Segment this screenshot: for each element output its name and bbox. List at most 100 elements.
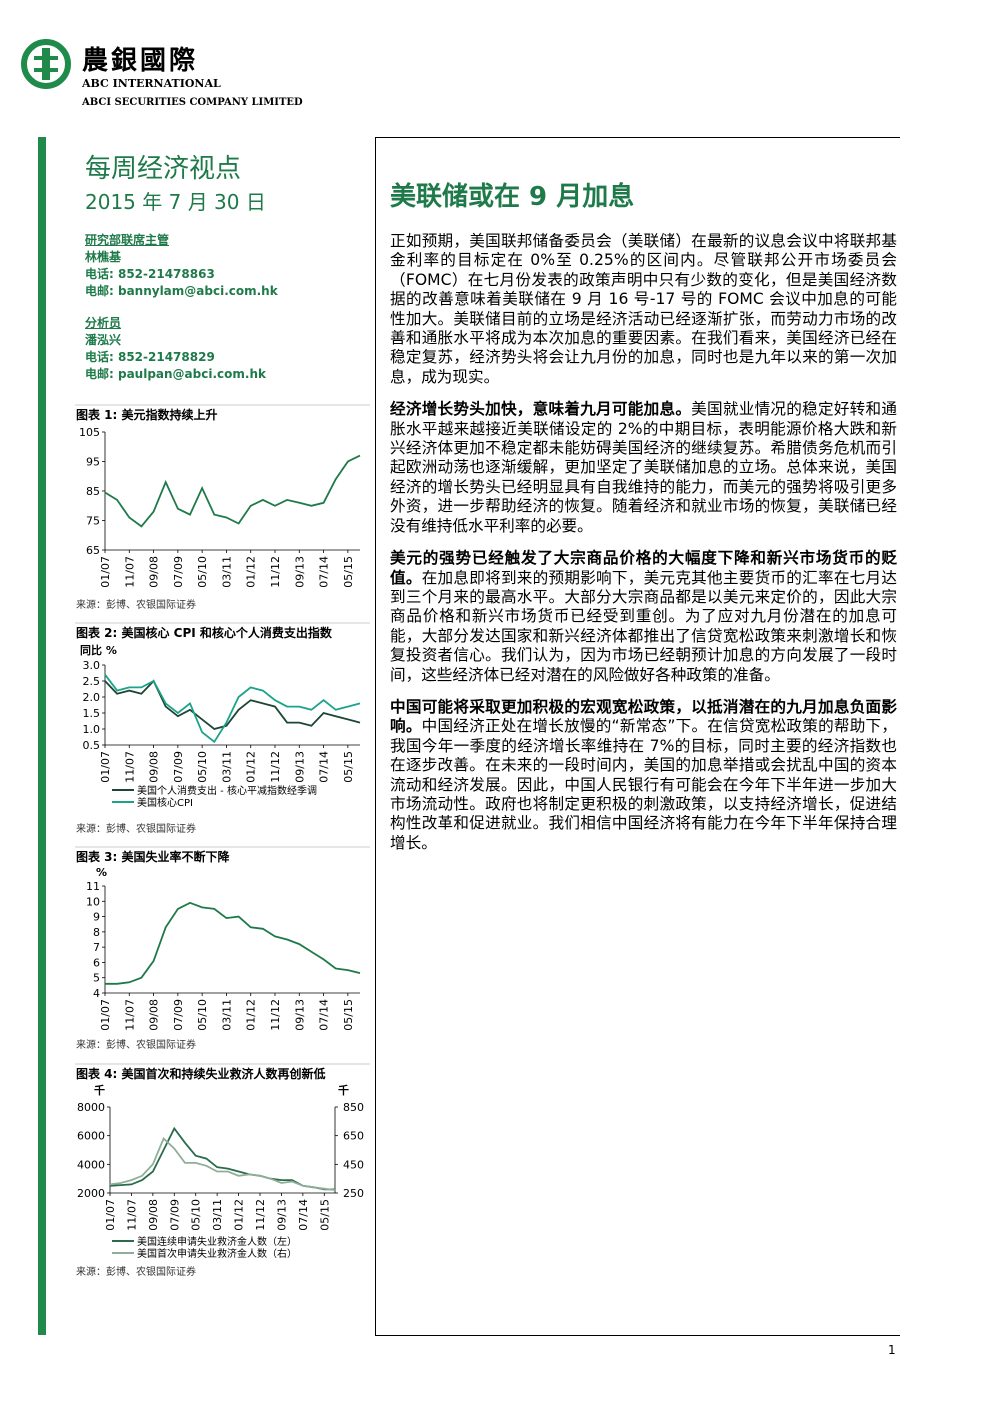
y-tick-label: 95 (86, 456, 100, 469)
x-tick-label: 11/12 (269, 999, 282, 1031)
y-tick-label: 105 (79, 426, 100, 439)
y-tick-label: 85 (86, 485, 100, 498)
x-tick-label: 07/14 (297, 1199, 310, 1231)
x-tick-label: 07/14 (318, 999, 331, 1031)
y-axis-label: 千 (94, 1083, 105, 1097)
figure-source: 来源：彭博、农银国际证券 (76, 1038, 196, 1051)
series-line (104, 679, 361, 730)
paragraph: 中国可能将采取更加积极的宏观宽松政策，以抵消潜在的九月加息负面影响。中国经济正处… (390, 698, 897, 853)
x-tick-label: 05/10 (196, 556, 209, 588)
x-tick-label: 01/12 (233, 1199, 246, 1231)
email: 电邮: paulpan@abci.com.hk (85, 367, 266, 381)
y-tick-label: 2.0 (83, 691, 101, 704)
y-tick-label: 11 (86, 880, 100, 893)
figure-title: 图表 4: 美国首次和持续失业救济人数再创新低 (76, 1066, 326, 1081)
x-tick-label: 07/14 (318, 751, 331, 783)
paragraph: 美元的强势已经触发了大宗商品价格的大幅度下降和新兴市场货币的贬值。在加息即将到来… (390, 549, 897, 685)
y-tick-label: 8 (93, 926, 100, 939)
x-tick-label: 03/11 (220, 556, 233, 588)
x-tick-label: 07/09 (172, 556, 185, 588)
x-tick-label: 11/07 (123, 556, 136, 588)
x-tick-label: 09/13 (293, 999, 306, 1031)
x-tick-label: 05/10 (196, 999, 209, 1031)
x-tick-label: 07/09 (168, 1199, 181, 1231)
report-date: 2015 年 7 月 30 日 (85, 190, 266, 214)
y-axis-label: % (96, 866, 107, 879)
text: 正如预期，美国联邦储备委员会（美联储）在最新的议息会议中将联邦基金利率的目标定在… (390, 232, 897, 386)
y-tick-label: 75 (86, 515, 100, 528)
article-body: 正如预期，美国联邦储备委员会（美联储）在最新的议息会议中将联邦基金利率的目标定在… (390, 232, 897, 866)
figure-title: 图表 1: 美元指数持续上升 (76, 407, 218, 422)
x-tick-label: 01/07 (99, 751, 112, 783)
y-tick-label: 3.0 (83, 659, 101, 672)
y-tick-label: 7 (93, 941, 100, 954)
lead: 美元的强势已经触发了大宗商品价格的大幅度下降和新兴市场货币的贬值。 (390, 549, 897, 587)
company: ABCI SECURITIES COMPANY LIMITED (82, 97, 303, 108)
y2-tick-label: 450 (343, 1158, 364, 1171)
paragraph: 正如预期，美国联邦储备委员会（美联储）在最新的议息会议中将联邦基金利率的目标定在… (390, 232, 897, 387)
y-tick-label: 5 (93, 972, 100, 985)
x-tick-label: 03/11 (211, 1199, 224, 1231)
x-tick-label: 07/09 (172, 999, 185, 1031)
paragraph: 经济增长势头加快，意味着九月可能加息。美国就业情况的稳定好转和通胀水平越来越接近… (390, 400, 897, 536)
brand: 農銀國際 (82, 46, 199, 76)
rule-bottom (375, 1335, 900, 1336)
brand-en: ABC INTERNATIONAL (82, 77, 221, 90)
x-tick-label: 07/14 (318, 556, 331, 588)
x-tick-label: 07/09 (172, 751, 185, 783)
x-tick-label: 01/07 (99, 999, 112, 1031)
x-tick-label: 05/15 (318, 1199, 331, 1231)
x-tick-label: 03/11 (220, 999, 233, 1031)
text: 中国经济正处在增长放慢的“新常态”下。在信贷宽松政策的帮助下，我国今年一季度的经… (390, 717, 897, 852)
y-tick-label: 8000 (77, 1101, 105, 1114)
x-tick-label: 09/08 (147, 1199, 160, 1231)
rule-top (375, 137, 900, 138)
lead: 经济增长势头加快，意味着九月可能加息。 (390, 400, 692, 419)
x-tick-label: 01/12 (245, 999, 258, 1031)
phone: 电话: 852-21478829 (85, 350, 215, 364)
y-tick-label: 1.5 (83, 707, 101, 720)
x-tick-label: 11/12 (269, 751, 282, 783)
series-line (104, 674, 361, 744)
y-tick-label: 6 (93, 956, 100, 969)
phone: 电话: 852-21478863 (85, 267, 215, 281)
figure-source: 来源：彭博、农银国际证券 (76, 1265, 196, 1278)
analyst-name: 潘泓兴 (85, 333, 122, 347)
y-axis-label: 同比 % (80, 643, 117, 657)
figure-source: 来源：彭博、农银国际证券 (76, 822, 196, 835)
x-tick-label: 01/12 (245, 556, 258, 588)
logo (21, 39, 71, 89)
report-title: 每周经济视点 (85, 154, 242, 184)
side-bar (38, 137, 46, 1335)
y-tick-label: 2.5 (83, 675, 101, 688)
y2-tick-label: 850 (343, 1101, 364, 1114)
y-tick-label: 4000 (77, 1158, 105, 1171)
x-tick-label: 09/13 (293, 751, 306, 783)
y2-axis-label: 千 (338, 1083, 349, 1097)
y-tick-label: 1.0 (83, 723, 101, 736)
series-line (109, 1136, 336, 1191)
role: 研究部联席主管 (85, 233, 170, 247)
text: 美国就业情况的稳定好转和通胀水平越来越接近美联储设定的 2%的中期目标，表明能源… (390, 400, 897, 535)
legend-label: 美国连续申请失业救济金人数（左） (137, 1235, 297, 1248)
y2-tick-label: 650 (343, 1130, 364, 1143)
text: 在加息即将到来的预期影响下，美元克其他主要货币的汇率在七月达到三个月来的最高水平… (390, 568, 897, 684)
y2-tick-label: 250 (343, 1187, 364, 1200)
x-tick-label: 01/07 (99, 556, 112, 588)
x-tick-label: 09/08 (148, 999, 161, 1031)
legend-label: 美国首次申请失业救济金人数（右） (137, 1247, 297, 1260)
y-tick-label: 2000 (77, 1187, 105, 1200)
figure-title: 图表 3: 美国失业率不断下降 (76, 849, 231, 864)
x-tick-label: 11/07 (125, 1199, 138, 1231)
x-tick-label: 01/07 (104, 1199, 117, 1231)
y-tick-label: 6000 (77, 1130, 105, 1143)
analysts: 研究部联席主管 林樵基 电话: 852-21478863 电邮: bannyla… (85, 232, 278, 383)
x-tick-label: 05/10 (190, 1199, 203, 1231)
legend-label: 美国个人消费支出 - 核心平减指数经季调 (137, 784, 317, 797)
figure-source: 来源：彭博、农银国际证券 (76, 598, 196, 611)
legend-label: 美国核心CPI (137, 796, 193, 809)
x-tick-label: 09/13 (293, 556, 306, 588)
y-tick-label: 10 (86, 895, 100, 908)
lead: 中国可能将采取更加积极的宏观宽松政策，以抵消潜在的九月加息负面影响。 (390, 697, 897, 736)
